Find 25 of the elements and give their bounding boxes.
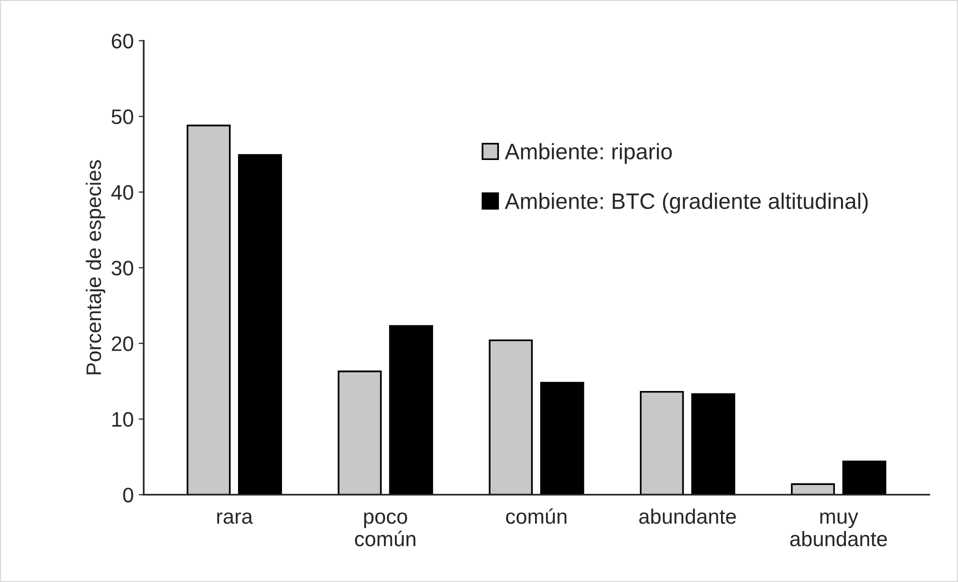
y-tick-label: 0: [123, 488, 134, 502]
bar: [338, 370, 382, 495]
x-tick-label: poco común: [355, 512, 416, 546]
bar: [238, 154, 282, 495]
bar: [389, 325, 434, 495]
bar: [488, 340, 533, 495]
bar: [186, 124, 231, 495]
bar: [790, 483, 835, 495]
bar: [640, 390, 684, 495]
y-tick-label: 20: [112, 336, 134, 352]
y-axis-title: Porcentaje de especies: [86, 160, 106, 374]
x-tick-label: común: [506, 508, 566, 524]
y-tick-label: 10: [112, 412, 134, 427]
y-tick-label: 40: [111, 185, 134, 200]
x-tick-label: rara: [217, 512, 253, 524]
bar: [540, 382, 584, 495]
legend-label: Ambiente: BTC (gradiente altitudinal): [504, 192, 868, 214]
bar: [842, 460, 886, 495]
x-tick-label: abundante: [639, 508, 736, 524]
legend-label: Ambiente: ripario: [504, 143, 672, 164]
x-tick-label: muy abundante: [790, 512, 887, 546]
y-tick-label: 30: [112, 260, 134, 276]
y-tick-label: 50: [112, 109, 134, 124]
bar: [691, 393, 736, 495]
y-tick-label: 60: [112, 34, 134, 48]
